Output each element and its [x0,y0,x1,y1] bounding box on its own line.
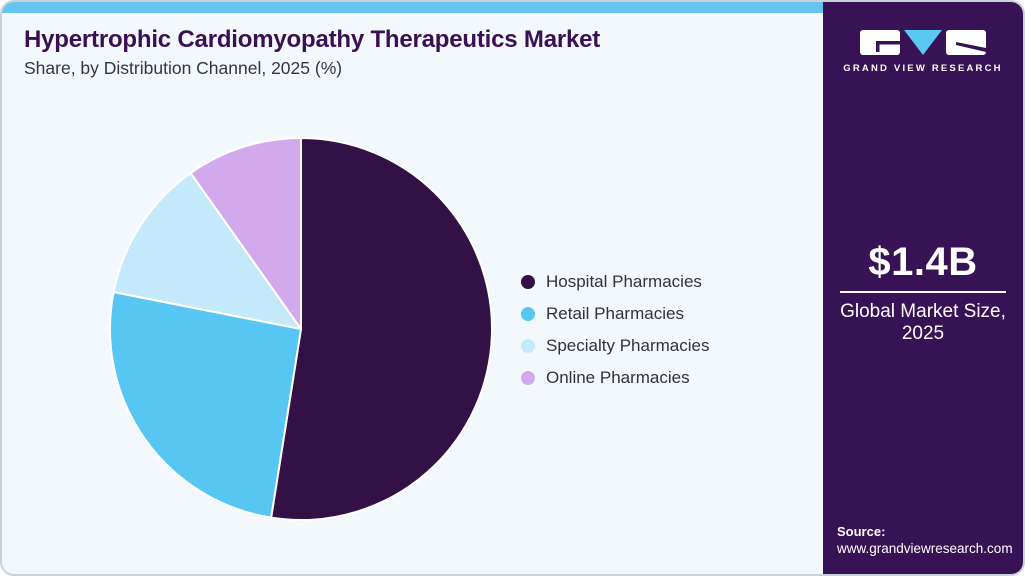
market-size-value: $1.4B [868,240,978,284]
legend-bullet-icon [521,339,535,353]
legend-bullet-icon [521,275,535,289]
pie-slice-hospital-pharmacies [270,137,493,521]
legend-label: Retail Pharmacies [546,304,684,323]
source-label: Source: [837,523,886,539]
legend-item-retail-pharmacies: Retail Pharmacies [521,298,709,330]
pie-chart-svg [109,137,493,521]
market-size-block: $1.4B Global Market Size, 2025 [823,240,1023,346]
legend-bullet-icon [521,307,535,321]
legend-label: Online Pharmacies [546,368,690,387]
page-subtitle: Share, by Distribution Channel, 2025 (%) [24,57,343,78]
legend-item-hospital-pharmacies: Hospital Pharmacies [521,266,709,298]
legend-label: Specialty Pharmacies [546,336,710,355]
chart-header: Hypertrophic Cardiomyopathy Therapeutics… [24,26,804,79]
legend-bullet-icon [521,371,535,385]
legend-label: Hospital Pharmacies [546,272,702,291]
chart-legend: Hospital Pharmacies Retail Pharmacies Spec… [521,266,709,394]
source-url: www.grandviewresearch.com [837,541,1013,557]
pie-slice-retail-pharmacies [109,291,302,519]
sidebar: GRAND VIEW RESEARCH $1.4B Global Market … [823,2,1023,574]
brand-name: GRAND VIEW RESEARCH [843,63,1003,74]
market-size-caption: Global Market Size, 2025 [840,301,1006,345]
page-title: Hypertrophic Cardiomyopathy Therapeutics… [24,26,601,53]
legend-item-online-pharmacies: Online Pharmacies [521,362,709,394]
brand-block: GRAND VIEW RESEARCH [823,29,1023,74]
logo-v-triangle [904,30,942,55]
pie-chart [105,133,497,525]
source-block: Source: www.grandviewresearch.com [837,524,1013,558]
pie-slice-specialty-pharmacies [112,172,302,330]
legend-item-specialty-pharmacies: Specialty Pharmacies [521,330,709,362]
divider [840,291,1006,293]
pie-slice-online-pharmacies [189,137,302,330]
top-accent-strip [2,2,823,13]
grand-view-research-logo-icon [860,30,986,55]
